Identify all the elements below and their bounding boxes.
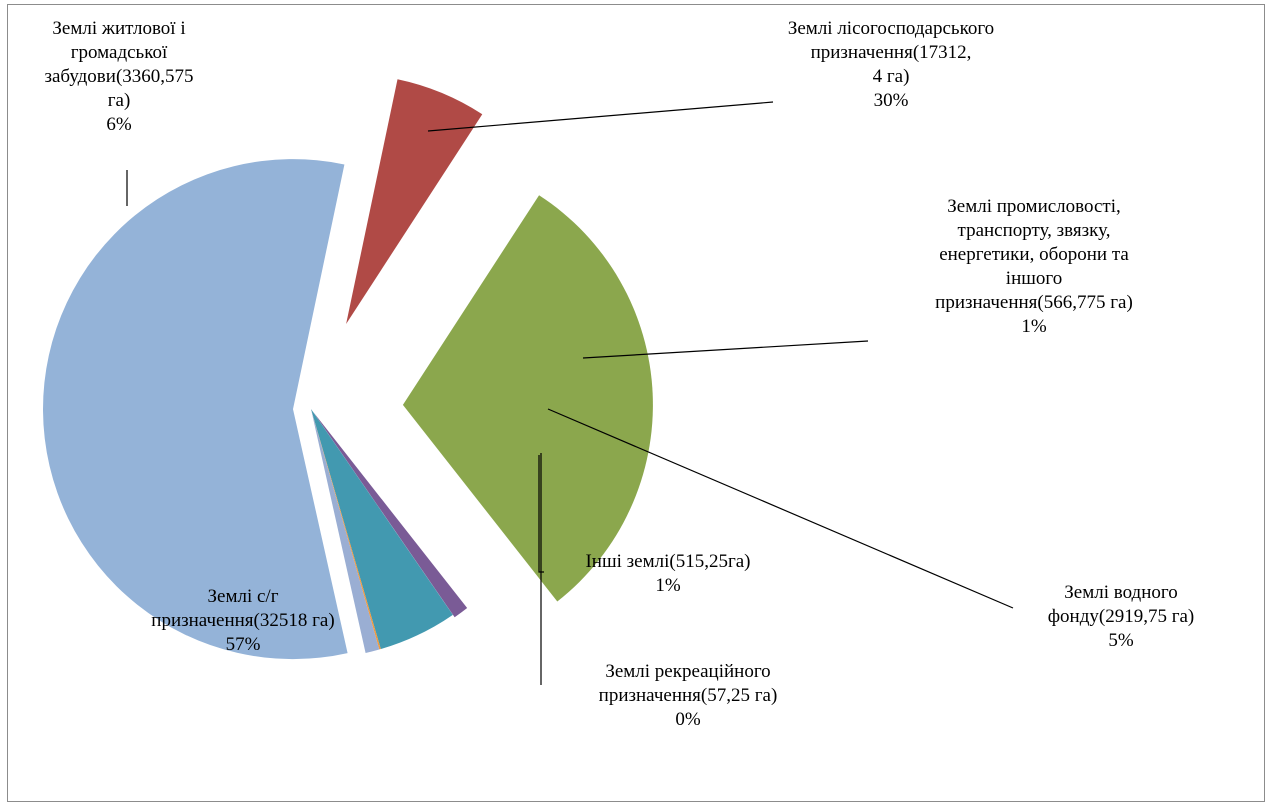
slice-label: Землі промисловості, транспорту, звязку, е… — [935, 196, 1133, 337]
pie-slice — [43, 159, 348, 660]
pie-slice — [402, 195, 653, 602]
pie-slice — [311, 409, 453, 650]
leader-line — [547, 408, 1014, 609]
leader-line — [427, 101, 774, 132]
pie-slice — [311, 409, 381, 650]
slice-label: Землі рекреаційного призначення(57,25 га)… — [599, 661, 778, 730]
slice-label: Землі лісогосподарського призначення(1731… — [788, 18, 994, 111]
slice-label: Землі водного фонду(2919,75 га) 5% — [1048, 582, 1195, 651]
slice-label: Землі с/г призначення(32518 га) 57% — [151, 586, 334, 655]
pie-chart: Землі лісогосподарського призначення(1731… — [43, 18, 1195, 730]
leader-line — [538, 455, 544, 573]
pie-slice — [312, 411, 468, 618]
pie-slice — [346, 79, 483, 324]
slice-label: Землі житлової і громадської забудови(3360… — [44, 18, 193, 135]
slice-label: Інші землі(515,25га) 1% — [585, 551, 750, 596]
pie-slice — [311, 409, 380, 653]
leader-line — [582, 340, 869, 359]
chart-frame: Землі лісогосподарського призначення(1731… — [7, 4, 1265, 802]
